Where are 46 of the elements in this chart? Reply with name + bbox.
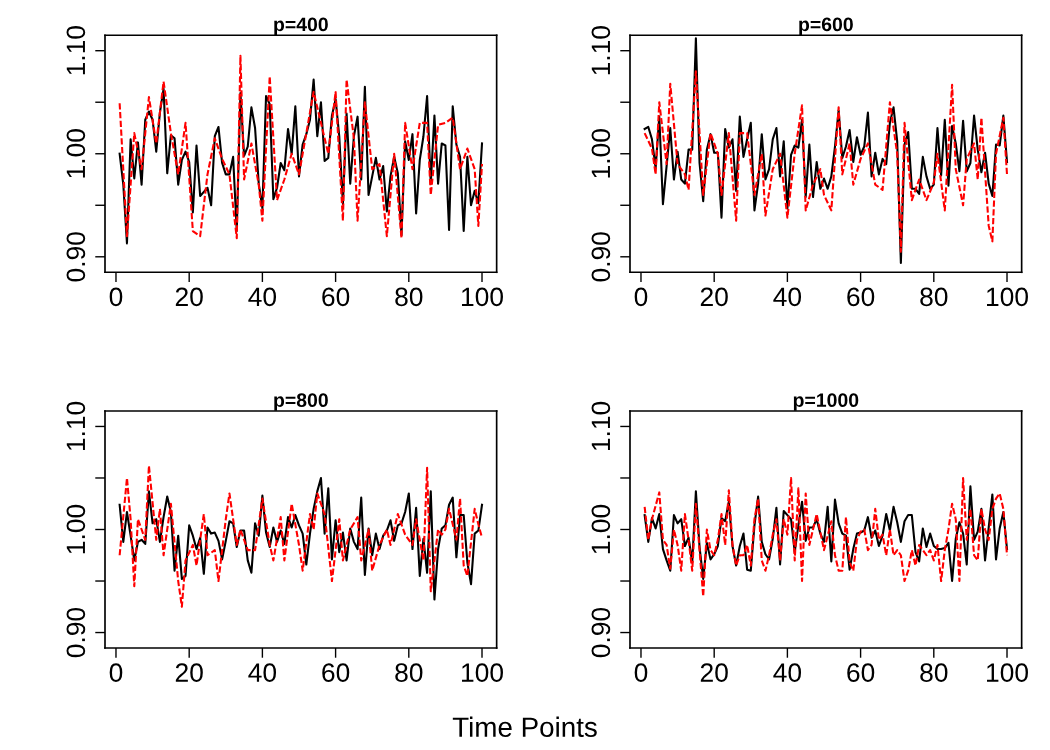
x-tick-label: 40 [248, 287, 277, 307]
y-tick-label: 0.90 [66, 232, 86, 282]
line-series [643, 485, 1009, 583]
x-tick-label: 0 [634, 663, 648, 682]
x-tick-label: 0 [634, 287, 648, 307]
y-tick-label: 0.90 [66, 607, 86, 658]
chart-title: p=1000 [793, 393, 859, 411]
x-tick-label: 80 [395, 663, 423, 682]
x-tick-label: 40 [248, 663, 277, 682]
y-tick-label: 1.00 [66, 504, 86, 554]
x-tick-label: 100 [462, 287, 503, 307]
y-tick-label: 1.10 [66, 401, 86, 451]
x-tick-label: 60 [847, 287, 875, 307]
y-tick-label: 1.10 [591, 26, 611, 75]
y-tick-label: 1.00 [591, 504, 611, 554]
x-axis-title: Time Points [452, 716, 597, 738]
y-tick-label: 1.00 [66, 129, 86, 178]
chart-title: p=800 [274, 393, 328, 411]
x-tick-label: 0 [109, 287, 123, 307]
line-series [118, 54, 484, 240]
y-tick-label: 1.00 [591, 129, 611, 178]
line-series [118, 78, 484, 245]
x-tick-label: 60 [322, 663, 350, 682]
line-series [643, 70, 1009, 253]
x-tick-label: 20 [700, 663, 728, 682]
chart-title: p=600 [799, 17, 853, 36]
y-tick-label: 0.90 [591, 232, 611, 282]
x-tick-label: 20 [175, 287, 203, 307]
chart-title: p=400 [274, 17, 328, 36]
x-tick-label: 0 [109, 663, 123, 682]
x-tick-label: 100 [987, 287, 1028, 307]
x-tick-label: 80 [920, 663, 948, 682]
x-tick-label: 80 [395, 287, 423, 307]
x-tick-label: 100 [987, 663, 1028, 682]
x-tick-label: 100 [462, 663, 503, 682]
x-tick-label: 20 [175, 663, 203, 682]
line-series [643, 476, 1009, 598]
x-tick-label: 60 [847, 663, 875, 682]
x-tick-label: 40 [773, 663, 802, 682]
x-tick-label: 60 [322, 287, 350, 307]
y-tick-label: 1.10 [66, 26, 86, 75]
x-tick-label: 20 [700, 287, 728, 307]
x-tick-label: 40 [773, 287, 802, 307]
y-tick-label: 1.10 [591, 401, 611, 451]
x-tick-label: 80 [920, 287, 948, 307]
y-tick-label: 0.90 [591, 607, 611, 658]
